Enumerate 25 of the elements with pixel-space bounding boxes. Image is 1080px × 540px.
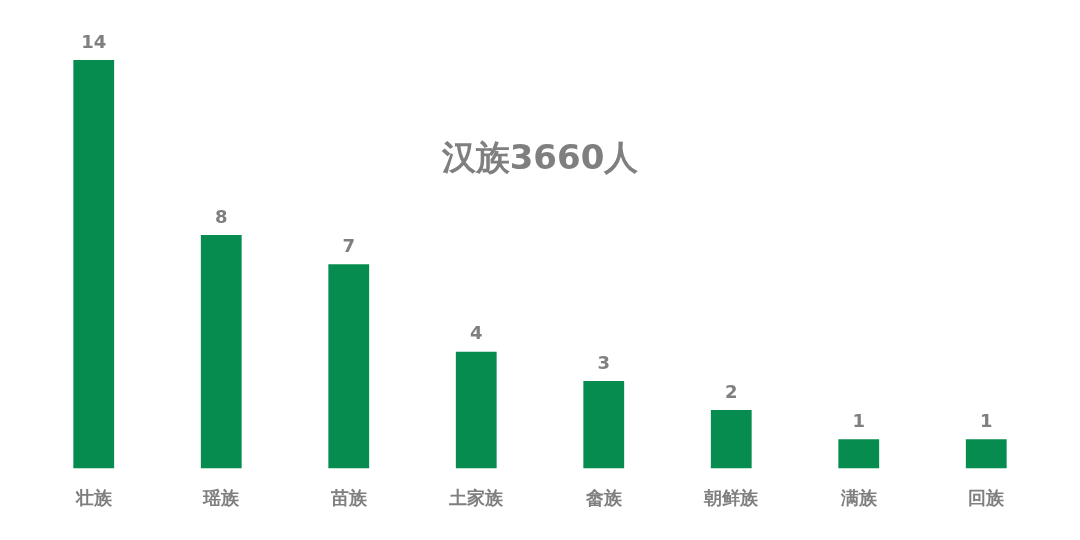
data-label: 3: [597, 351, 611, 373]
bar: [710, 410, 752, 469]
x-tick-label: 朝鲜族: [703, 486, 760, 508]
x-tick-label: 土家族: [448, 486, 505, 508]
data-label: 14: [81, 30, 107, 52]
x-tick-label: 畲族: [584, 486, 623, 508]
bar: [838, 439, 880, 469]
data-label: 1: [979, 409, 993, 431]
x-tick-label: 壮族: [74, 486, 113, 508]
x-tick-label: 苗族: [329, 486, 368, 508]
x-tick-label: 瑶族: [202, 486, 241, 508]
data-label: 7: [342, 234, 356, 256]
bar: [455, 351, 497, 469]
x-tick-label: 回族: [968, 486, 1006, 508]
data-label: 4: [469, 322, 483, 344]
bar: [583, 380, 625, 469]
data-label: 8: [214, 205, 228, 227]
data-label: 1: [852, 409, 866, 431]
bar: [965, 439, 1007, 469]
annotation: 汉族3660人: [440, 136, 640, 177]
x-tick-label: 满族: [839, 486, 878, 508]
bar: [200, 235, 242, 469]
data-label: 2: [724, 380, 738, 402]
bar: [73, 60, 115, 469]
bar: [328, 264, 370, 469]
